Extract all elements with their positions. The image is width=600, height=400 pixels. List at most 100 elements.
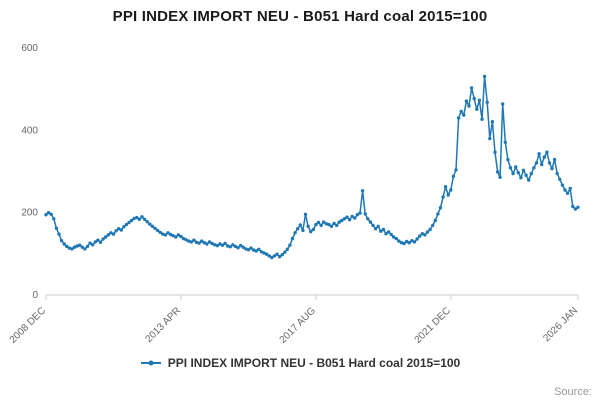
series-point <box>446 193 450 197</box>
series-point <box>54 226 59 230</box>
source-credit[interactable]: Source: <box>554 386 592 398</box>
series-point <box>111 232 116 236</box>
series-point <box>532 166 536 170</box>
series-point <box>472 96 476 101</box>
series-point <box>464 99 469 103</box>
series-point <box>119 228 124 232</box>
series-point <box>402 241 406 246</box>
series-point <box>285 247 289 251</box>
series-point <box>477 98 482 103</box>
series-point <box>555 171 559 176</box>
series-point <box>290 236 295 241</box>
series-point <box>93 240 98 244</box>
series-point <box>205 242 209 246</box>
series-point <box>565 191 570 195</box>
series-point <box>88 241 92 245</box>
series-point <box>433 218 437 223</box>
series-point <box>386 230 391 234</box>
series-point <box>155 228 160 233</box>
x-axis-label: 2017 AUG <box>278 305 319 346</box>
series-point <box>174 235 178 239</box>
series-point <box>379 229 383 233</box>
series-point <box>490 120 495 124</box>
legend-line-icon <box>140 360 161 366</box>
series-point <box>46 211 51 215</box>
chart-title: PPI INDEX IMPORT NEU - B051 Hard coal 20… <box>112 8 488 25</box>
series-point <box>373 227 378 231</box>
series-point <box>563 188 567 192</box>
series-point <box>218 242 222 246</box>
series-point <box>215 243 219 248</box>
series-point <box>49 212 53 216</box>
series-point <box>540 162 544 167</box>
series-point <box>347 218 352 222</box>
series-point <box>516 171 520 175</box>
series-point <box>262 251 266 255</box>
series-point <box>529 171 533 176</box>
x-axis-label: 2013 APR <box>143 305 183 345</box>
series-point <box>545 150 549 154</box>
series-point <box>366 217 370 221</box>
series-point <box>181 236 186 241</box>
series-point <box>163 233 168 237</box>
series-point <box>475 107 479 112</box>
series-point <box>226 244 230 248</box>
series-point <box>179 234 183 239</box>
series-point <box>524 173 528 177</box>
series-point <box>438 206 443 210</box>
series-point <box>552 157 557 162</box>
series-point <box>327 222 331 227</box>
legend-item[interactable]: PPI INDEX IMPORT NEU - B051 Hard coal 20… <box>0 356 600 370</box>
series-point <box>542 155 546 159</box>
series-point <box>275 252 279 256</box>
series-point <box>122 225 126 229</box>
series-point <box>381 227 386 232</box>
series-point <box>332 221 336 226</box>
series-point <box>384 232 388 236</box>
series-point <box>576 205 580 209</box>
series-point <box>441 195 445 199</box>
series-point <box>394 236 398 241</box>
series-point <box>220 243 225 247</box>
series-point <box>270 255 274 260</box>
series-point <box>246 248 251 252</box>
series-point <box>407 241 411 245</box>
series-point <box>355 213 360 217</box>
series-point <box>454 168 458 172</box>
series-point <box>192 238 196 242</box>
series-point <box>267 254 271 258</box>
series-point <box>85 244 90 249</box>
series-point <box>467 104 471 108</box>
series-point <box>277 255 282 259</box>
series-point <box>449 188 453 192</box>
series-point <box>337 220 341 224</box>
x-axis-label: 2021 DEC <box>413 305 453 345</box>
series-point <box>296 227 300 231</box>
series-point <box>202 241 206 245</box>
series-point <box>462 113 466 117</box>
series-point <box>148 222 152 226</box>
series-point <box>527 178 531 182</box>
series-point <box>519 176 523 180</box>
series-point <box>197 241 201 245</box>
series-point <box>415 237 419 241</box>
series-point <box>303 212 308 216</box>
series-point <box>213 243 217 247</box>
series-point <box>72 245 77 249</box>
series-point <box>431 223 435 228</box>
series-point <box>114 229 118 233</box>
series-point <box>171 234 175 238</box>
series-point <box>319 223 323 228</box>
series-point <box>309 229 313 234</box>
series-point <box>329 224 334 228</box>
series-point <box>480 117 484 121</box>
series-point <box>96 238 100 242</box>
series-point <box>176 233 181 237</box>
series-point <box>150 224 155 228</box>
series-point <box>166 231 170 235</box>
series-point <box>358 211 362 215</box>
series-point <box>106 233 111 237</box>
series-point <box>571 204 575 209</box>
series-point <box>534 161 539 165</box>
